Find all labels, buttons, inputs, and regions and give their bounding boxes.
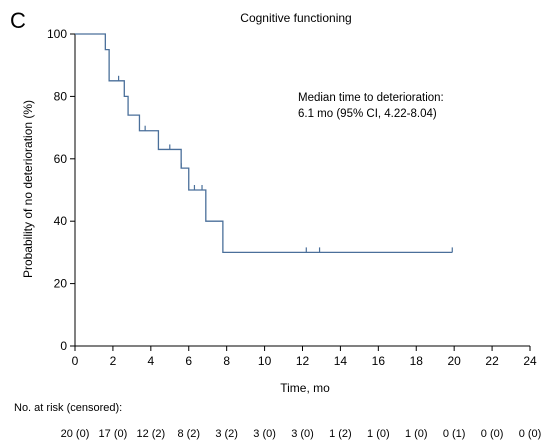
y-axis-label: Probability of no deterioration (%) <box>21 100 35 278</box>
x-tick-label: 22 <box>485 354 499 368</box>
risk-table-value: 12 (2) <box>136 428 165 440</box>
x-tick-label: 0 <box>72 354 79 368</box>
x-tick-label: 2 <box>110 354 117 368</box>
y-tick-label: 60 <box>54 152 68 166</box>
risk-table-value: 3 (0) <box>291 428 314 440</box>
censor-marks-group <box>118 75 453 253</box>
x-tick-label: 20 <box>447 354 461 368</box>
x-tick-label: 6 <box>185 354 192 368</box>
annotation-line-1: Median time to deterioration: <box>298 92 444 104</box>
x-tick-label: 12 <box>296 354 310 368</box>
y-tick-label: 100 <box>47 27 67 41</box>
risk-table-label: No. at risk (censored): <box>14 402 123 414</box>
annotation-line-2: 6.1 mo (95% CI, 4.22-8.04) <box>298 108 437 120</box>
x-tick-label: 10 <box>258 354 272 368</box>
y-tick-label: 40 <box>54 214 68 228</box>
risk-table-value: 1 (2) <box>329 428 352 440</box>
y-axis-ticks: 0 20 40 60 80 100 <box>47 27 75 353</box>
y-tick-label: 80 <box>54 89 68 103</box>
risk-table-value: 8 (2) <box>177 428 200 440</box>
risk-table-value: 1 (0) <box>405 428 428 440</box>
survival-curve-group <box>75 33 453 254</box>
risk-table-value: 0 (0) <box>519 428 542 440</box>
y-tick-label: 20 <box>54 277 68 291</box>
x-axis-ticks: 0 2 4 6 8 10 12 14 16 18 20 22 24 <box>72 346 537 368</box>
risk-table-value: 17 (0) <box>99 428 128 440</box>
x-tick-label: 18 <box>410 354 424 368</box>
survival-step-line <box>75 33 453 254</box>
x-tick-label: 24 <box>523 354 537 368</box>
chart-title: Cognitive functioning <box>240 11 351 25</box>
risk-table-values: 20 (0) 17 (0) 12 (2) 8 (2) 3 (2) 3 (0) 3 (0) 1 … <box>61 428 542 440</box>
risk-table-value: 20 (0) <box>61 428 90 440</box>
risk-table-value: 0 (1) <box>443 428 466 440</box>
risk-table-value: 0 (0) <box>481 428 504 440</box>
x-tick-label: 4 <box>147 354 154 368</box>
panel-letter: C <box>10 8 26 33</box>
x-tick-label: 14 <box>334 354 348 368</box>
risk-table-value: 3 (0) <box>253 428 276 440</box>
x-tick-label: 16 <box>372 354 386 368</box>
risk-table-value: 1 (0) <box>367 428 390 440</box>
axes <box>74 34 530 347</box>
risk-table-value: 3 (2) <box>215 428 238 440</box>
y-tick-label: 0 <box>60 339 67 353</box>
x-tick-label: 8 <box>223 354 230 368</box>
x-axis-label: Time, mo <box>280 381 330 395</box>
